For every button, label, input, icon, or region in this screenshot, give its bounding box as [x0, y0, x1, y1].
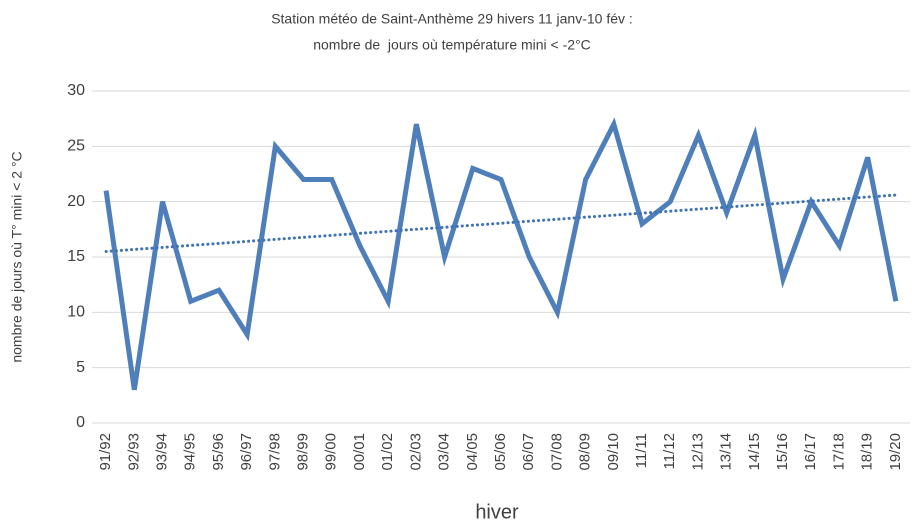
x-tick-label: 13/14 — [718, 433, 735, 471]
x-tick-label: 15/16 — [774, 433, 791, 471]
trend-line — [104, 193, 898, 253]
x-tick-label: 19/20 — [887, 433, 904, 471]
y-tick-label: 25 — [67, 138, 85, 155]
x-tick-label: 96/97 — [238, 433, 255, 471]
x-tick-label: 06/07 — [520, 433, 537, 471]
x-tick-label: 16/17 — [802, 433, 819, 471]
x-tick-label: 94/95 — [182, 433, 199, 471]
x-tick-label: 11/11 — [633, 433, 650, 468]
y-tick-label: 5 — [76, 359, 85, 376]
x-tick-label: 03/04 — [436, 433, 453, 471]
x-tick-label: 00/01 — [351, 433, 368, 471]
x-tick-label: 99/00 — [323, 433, 340, 471]
line-series — [103, 117, 899, 391]
x-tick-label: 09/10 — [605, 433, 622, 471]
chart-title: Station météo de Saint-Anthème 29 hivers… — [271, 11, 633, 27]
x-tick-label: 12/13 — [689, 433, 706, 471]
x-tick-label: 02/03 — [407, 433, 424, 471]
x-tick-label: 98/99 — [295, 433, 312, 471]
y-tick-label: 0 — [76, 414, 85, 431]
y-tick-label: 15 — [67, 248, 85, 265]
x-axis-label: hiver — [475, 501, 519, 523]
y-axis-label: nombre de jours où T° mini < 2 °C — [9, 151, 25, 362]
x-tick-label: 92/93 — [125, 433, 142, 471]
x-tick-label: 11/12 — [661, 433, 678, 469]
x-tick-label: 01/02 — [379, 433, 396, 471]
x-tick-label: 08/09 — [577, 433, 594, 471]
x-tick-label: 18/19 — [859, 433, 876, 471]
y-tick-label: 10 — [67, 304, 85, 321]
x-tick-label: 14/15 — [746, 433, 763, 471]
x-tick-label: 07/08 — [548, 433, 565, 471]
chart-title: nombre de jours où température mini < -2… — [313, 37, 591, 53]
y-tick-label: 20 — [67, 193, 85, 210]
x-tick-label: 95/96 — [210, 433, 227, 471]
x-tick-label: 93/94 — [153, 433, 170, 471]
x-tick-label: 04/05 — [464, 433, 481, 471]
x-tick-label: 17/18 — [830, 433, 847, 471]
x-tick-label: 91/92 — [97, 433, 114, 471]
x-tick-label: 97/98 — [266, 433, 283, 471]
x-tick-label: 05/06 — [492, 433, 509, 471]
y-tick-label: 30 — [67, 82, 85, 99]
